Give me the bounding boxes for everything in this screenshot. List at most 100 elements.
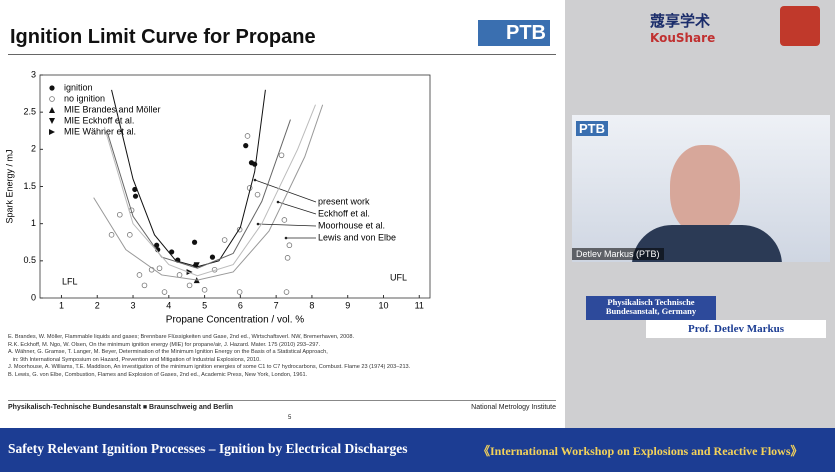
curve-label: Moorhouse et al. bbox=[318, 220, 385, 230]
video-feed: PTB Detlev Markus (PTB) bbox=[572, 115, 830, 262]
title-rule bbox=[8, 54, 556, 55]
curve bbox=[103, 104, 316, 277]
x-tick-label: 3 bbox=[131, 300, 136, 310]
data-point bbox=[108, 232, 115, 238]
banner-right: 《International Workshop on Explosions an… bbox=[478, 444, 803, 458]
curve-label: Lewis and von Elbe bbox=[318, 232, 396, 242]
chart: 1 2 3 4 5 6 7 8 9 10 11 0 0.5 1 1.5 2 2.5 3 Propane Concen… bbox=[4, 69, 431, 326]
y-tick-label: 0 bbox=[31, 292, 36, 302]
data-point bbox=[136, 272, 143, 278]
data-point bbox=[236, 226, 243, 233]
brand-cn: 蔻享学术 bbox=[650, 12, 711, 30]
legend-marker bbox=[49, 118, 55, 124]
data-point bbox=[186, 282, 193, 289]
institution: Physikalisch Technische Bundesanstalt, G… bbox=[586, 296, 716, 320]
speaker-tag: Detlev Markus (PTB) bbox=[572, 248, 664, 260]
reference: R.K. Eckhoff, M. Ngo, W. Olsen, On the m… bbox=[8, 341, 321, 348]
footer-left: Physikalisch-Technische Bundesanstalt ■ … bbox=[8, 404, 234, 411]
data-point bbox=[243, 143, 249, 149]
data-point bbox=[156, 265, 163, 272]
data-point bbox=[201, 287, 208, 293]
callout-arrow bbox=[257, 223, 317, 227]
data-point bbox=[169, 249, 175, 255]
data-point bbox=[286, 242, 293, 249]
curve-label: present work bbox=[318, 196, 370, 206]
data-point bbox=[116, 211, 123, 218]
slide: Ignition Limit Curve for Propane PTB 1 2 3… bbox=[0, 0, 565, 428]
data-point bbox=[161, 289, 168, 295]
x-tick-label: 10 bbox=[378, 300, 388, 310]
arrow-head bbox=[276, 200, 280, 204]
callout-arrow bbox=[254, 179, 317, 203]
reference: in: 9th International Symposium on Hazar… bbox=[8, 356, 261, 363]
reference: A. Wähner, G. Gramse, T. Langer, M. Beye… bbox=[8, 349, 328, 356]
data-point bbox=[236, 289, 243, 295]
curve-label: Eckhoff et al. bbox=[318, 208, 370, 218]
institution-line: Physikalisch Technische bbox=[607, 297, 695, 307]
legend-label: no ignition bbox=[64, 93, 105, 103]
speaker-name: Prof. Detlev Markus bbox=[646, 320, 826, 338]
curve bbox=[111, 89, 266, 268]
x-tick-label: 8 bbox=[309, 300, 314, 310]
data-point bbox=[252, 161, 258, 167]
slide-title: Ignition Limit Curve for Propane bbox=[10, 26, 316, 48]
data-point bbox=[132, 193, 139, 199]
callout-arrow bbox=[277, 201, 317, 215]
brand-icon bbox=[780, 6, 820, 46]
speaker-caption: Physikalisch Technische Bundesanstalt, G… bbox=[586, 296, 826, 340]
brand-en: KouShare bbox=[650, 31, 716, 45]
y-tick-label: 0.5 bbox=[23, 255, 36, 265]
reference: J. Moorhouse, A. Williams, T.E. Maddison… bbox=[8, 364, 411, 371]
legend-label: MIE Eckhoff et al. bbox=[64, 115, 134, 125]
x-tick-label: 5 bbox=[202, 300, 207, 310]
data-point bbox=[127, 232, 133, 238]
data-point bbox=[278, 152, 285, 159]
legend-label: MIE Wähner et al. bbox=[64, 126, 136, 136]
speaker-head bbox=[670, 145, 740, 235]
arrow-head bbox=[253, 178, 257, 182]
legend-marker bbox=[49, 85, 55, 91]
ptb-logo: PTB bbox=[478, 20, 550, 46]
data-point bbox=[193, 262, 200, 269]
annotation: UFL bbox=[390, 272, 407, 282]
data-point bbox=[154, 242, 160, 248]
legend-marker bbox=[49, 96, 55, 102]
x-tick-label: 11 bbox=[415, 300, 424, 310]
reference: E. Brandes, W. Möller, Flammable liquids… bbox=[8, 334, 355, 340]
legend-label: MIE Brandes and Möller bbox=[64, 104, 161, 114]
y-tick-label: 1 bbox=[31, 218, 36, 228]
data-point bbox=[281, 217, 288, 223]
data-point bbox=[176, 272, 183, 278]
y-axis-label: Spark Energy / mJ bbox=[4, 149, 14, 223]
page-number: 5 bbox=[288, 415, 292, 421]
slide-footer: Physikalisch-Technische Bundesanstalt ■ … bbox=[8, 400, 556, 421]
footer-right: National Metrology Institute bbox=[471, 404, 556, 411]
annotation: LFL bbox=[62, 276, 78, 286]
data-point bbox=[221, 237, 228, 243]
video-logo: PTB bbox=[576, 121, 608, 136]
y-tick-label: 2.5 bbox=[23, 107, 36, 117]
data-point bbox=[186, 268, 193, 275]
arrow-head bbox=[284, 236, 288, 240]
data-point bbox=[254, 191, 261, 198]
x-tick-label: 6 bbox=[238, 300, 243, 310]
y-tick-label: 1.5 bbox=[23, 181, 36, 191]
arrow-head bbox=[256, 222, 260, 226]
banner-left: Safety Relevant Ignition Processes – Ign… bbox=[8, 441, 408, 456]
data-point bbox=[209, 254, 216, 260]
references: E. Brandes, W. Möller, Flammable liquids… bbox=[8, 334, 410, 380]
x-tick-label: 4 bbox=[166, 300, 171, 310]
legend-label: ignition bbox=[64, 82, 93, 92]
curve bbox=[93, 104, 324, 281]
banner: Safety Relevant Ignition Processes – Ign… bbox=[0, 428, 835, 472]
data-point bbox=[284, 255, 291, 261]
y-tick-label: 2 bbox=[31, 144, 36, 154]
data-point bbox=[244, 133, 251, 139]
x-tick-label: 9 bbox=[345, 300, 350, 310]
legend-marker bbox=[49, 129, 55, 135]
reference: B. Lewis, G. von Elbe, Combustion, Flame… bbox=[8, 371, 308, 378]
x-tick-label: 2 bbox=[95, 300, 100, 310]
x-tick-label: 7 bbox=[274, 300, 279, 310]
data-point bbox=[283, 289, 290, 295]
